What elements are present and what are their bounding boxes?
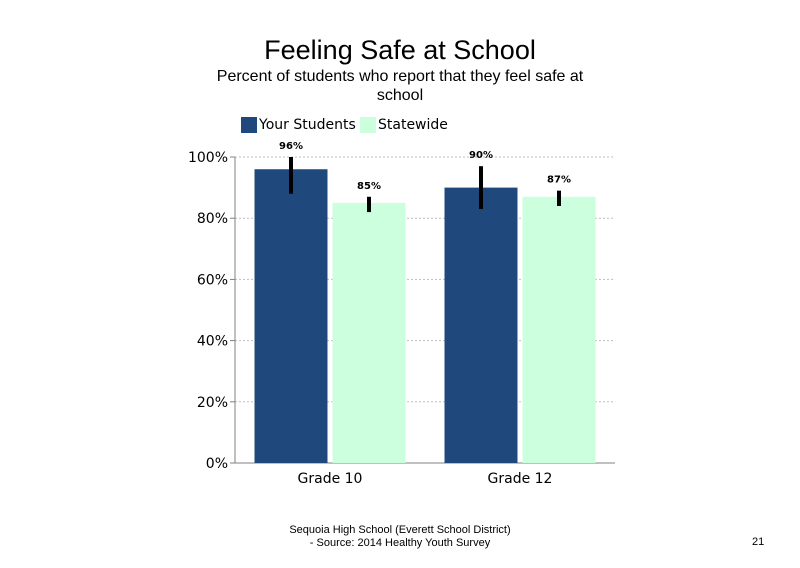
legend-item-your-students: Your Students (241, 117, 356, 133)
page-number: 21 (752, 536, 765, 548)
x-tick-label: Grade 12 (488, 471, 553, 487)
legend-label-statewide: Statewide (378, 117, 448, 133)
bar (254, 169, 328, 464)
legend-swatch-your-students (241, 117, 257, 133)
footer-source: - Source: 2014 Healthy Youth Survey (309, 537, 491, 549)
y-tick-label: 20% (197, 395, 228, 411)
x-tick-label: Grade 10 (298, 471, 363, 487)
legend-label-your-students: Your Students (259, 117, 356, 133)
y-tick-label: 0% (206, 456, 228, 472)
data-label: 85% (357, 181, 381, 192)
bar (522, 196, 596, 463)
data-label: 87% (547, 175, 571, 186)
footer-school: Sequoia High School (Everett School Dist… (289, 524, 511, 536)
y-tick-label: 80% (197, 211, 228, 227)
footer: Sequoia High School (Everett School Dist… (200, 524, 600, 550)
chart-subtitle: Percent of students who report that they… (216, 68, 584, 104)
legend-swatch-statewide (360, 117, 376, 133)
y-tick-label: 60% (197, 272, 228, 288)
data-label: 90% (469, 150, 493, 161)
bar (444, 187, 518, 463)
data-label: 96% (279, 141, 303, 152)
chart-title: Feeling Safe at School (264, 35, 536, 65)
y-tick-label: 40% (197, 334, 228, 350)
y-tick-label: 100% (188, 150, 228, 166)
bar (332, 202, 406, 463)
legend-item-statewide: Statewide (360, 117, 448, 133)
